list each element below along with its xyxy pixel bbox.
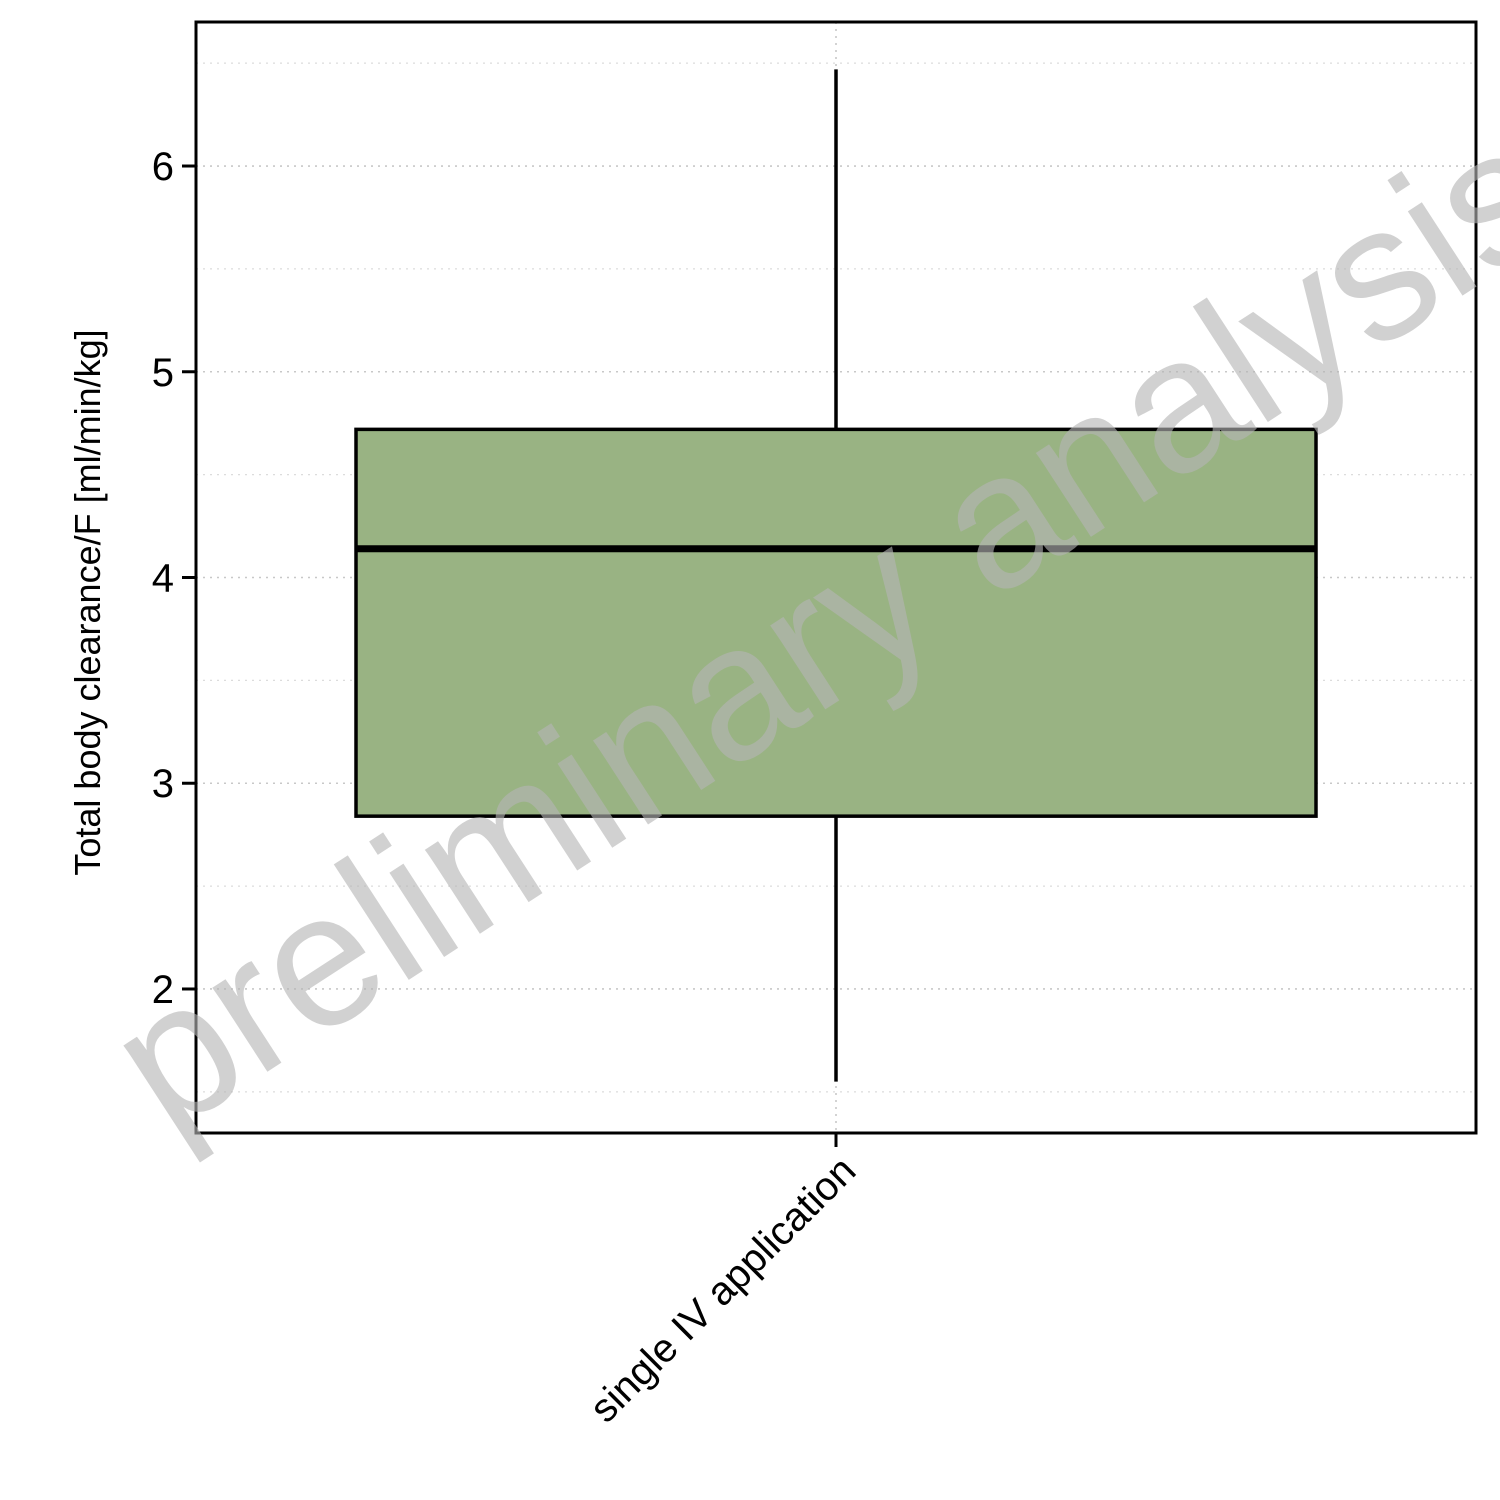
box-group <box>354 69 1318 1082</box>
box-series <box>354 69 1318 1082</box>
y-tick-label: 3 <box>152 762 174 806</box>
x-category-label: single IV application <box>582 1148 865 1431</box>
y-tick-label: 4 <box>152 557 174 601</box>
y-axis-title: Total body clearance/F [ml/min/kg] <box>67 329 108 875</box>
y-tick-label: 2 <box>152 968 174 1012</box>
interquartile-box <box>354 427 1318 818</box>
y-axis: 2 3 4 5 6 <box>152 145 196 1012</box>
y-tick-label: 6 <box>152 145 174 189</box>
y-tick-label: 5 <box>152 351 174 395</box>
x-axis: single IV application <box>582 1133 865 1431</box>
